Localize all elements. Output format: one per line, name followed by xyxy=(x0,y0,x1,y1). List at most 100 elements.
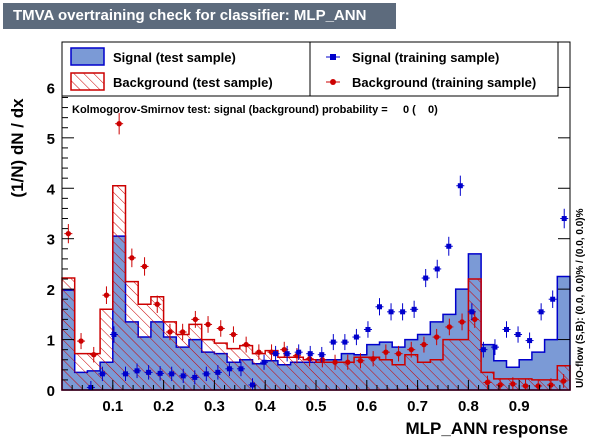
point-signal-training xyxy=(167,366,176,382)
point-background-training xyxy=(394,345,403,362)
x-tick-label: 0.5 xyxy=(306,398,327,415)
histogram-layer xyxy=(61,184,571,391)
point-background-training xyxy=(508,377,517,390)
legend-label-signal-test: Signal (test sample) xyxy=(113,50,236,65)
point-signal-training xyxy=(121,366,130,382)
point-background-training xyxy=(343,354,352,370)
y-axis-title: (1/N) dN / dx xyxy=(8,98,27,198)
point-signal-training xyxy=(548,290,557,308)
point-signal-training xyxy=(490,339,499,356)
y-tick-label: 1 xyxy=(47,333,55,350)
point-signal-training xyxy=(98,366,107,382)
legend: Signal (test sample) Background (test sa… xyxy=(61,41,559,97)
chart-title: TMVA overtraining check for classifier: … xyxy=(3,3,396,29)
point-signal-training xyxy=(456,175,465,196)
point-background-training xyxy=(381,344,390,360)
y-tick-label: 6 xyxy=(47,80,55,97)
point-background-training xyxy=(77,333,86,350)
point-signal-training xyxy=(260,354,269,370)
point-signal-training xyxy=(387,303,396,321)
point-signal-training xyxy=(236,361,245,377)
points-layer xyxy=(64,113,569,390)
point-background-training xyxy=(521,379,530,390)
point-signal-training xyxy=(329,334,338,351)
point-signal-training xyxy=(294,344,303,360)
point-signal-training xyxy=(363,321,372,338)
point-signal-training xyxy=(467,303,476,321)
point-signal-training xyxy=(225,361,234,377)
legend-right-box xyxy=(309,41,559,97)
x-axis-title: MLP_ANN response xyxy=(406,419,568,438)
x-tick-label: 0.1 xyxy=(102,398,123,415)
legend-swatch-signal-test xyxy=(70,47,105,66)
point-background-training xyxy=(356,353,365,369)
overflow-annotation: U/O-flow (S,B): (0.0, 0.0)% / (0.0, 0.0)… xyxy=(575,208,586,388)
point-background-training xyxy=(204,316,213,333)
point-background-training xyxy=(178,323,187,341)
point-signal-training xyxy=(133,363,142,379)
y-tick-label: 4 xyxy=(47,181,56,198)
point-background-training xyxy=(153,295,162,313)
point-signal-training xyxy=(502,321,511,338)
point-signal-training xyxy=(537,303,546,321)
point-signal-training xyxy=(398,303,407,321)
point-signal-training xyxy=(444,236,453,256)
x-tick-label: 0.7 xyxy=(407,398,428,415)
point-background-training xyxy=(407,341,416,358)
point-background-training xyxy=(331,354,340,370)
point-signal-training xyxy=(202,366,211,382)
point-signal-training xyxy=(525,332,534,349)
point-background-training xyxy=(559,374,568,388)
point-background-training xyxy=(165,323,174,341)
point-signal-training xyxy=(156,366,165,381)
histogram-background-test xyxy=(61,184,571,391)
y-tick-label: 3 xyxy=(47,232,55,249)
point-signal-training xyxy=(271,345,280,362)
point-background-training xyxy=(483,375,492,390)
point-signal-training xyxy=(306,345,315,362)
point-signal-training xyxy=(144,365,153,380)
point-signal-training xyxy=(109,326,118,343)
point-background-training xyxy=(445,318,454,336)
ks-test-annotation: Kolmogorov-Smirnov test: signal (backgro… xyxy=(72,104,438,116)
point-background-training xyxy=(254,344,263,360)
x-tick-label: 0.3 xyxy=(204,398,225,415)
point-background-training xyxy=(191,310,200,328)
x-tick-label: 0.6 xyxy=(356,398,377,415)
point-background-training xyxy=(127,248,136,268)
point-signal-training xyxy=(352,328,361,346)
point-background-training xyxy=(369,351,378,367)
point-signal-training xyxy=(248,378,257,390)
point-signal-training xyxy=(340,334,349,351)
legend-marker-background-training xyxy=(326,79,340,85)
y-tick-label: 5 xyxy=(47,131,55,148)
y-tick-label: 0 xyxy=(47,383,55,400)
point-signal-training xyxy=(514,326,523,343)
point-background-training xyxy=(89,346,98,363)
legend-label-signal-training: Signal (training sample) xyxy=(352,50,499,65)
point-background-training xyxy=(242,336,251,353)
point-signal-training xyxy=(560,208,569,229)
point-signal-training xyxy=(190,370,199,385)
point-background-training xyxy=(229,326,238,343)
point-signal-training xyxy=(283,345,292,362)
legend-marker-signal-training xyxy=(326,54,340,60)
point-background-training xyxy=(496,378,505,390)
x-tick-label: 0.2 xyxy=(153,398,174,415)
point-signal-training xyxy=(433,259,442,279)
point-signal-training xyxy=(421,268,430,288)
point-background-training xyxy=(432,328,441,346)
x-tick-label: 0.4 xyxy=(255,398,277,415)
x-tick-label: 0.8 xyxy=(458,398,479,415)
y-tick-label: 2 xyxy=(47,282,55,299)
point-signal-training xyxy=(479,341,488,358)
point-background-training xyxy=(216,320,225,337)
point-signal-training xyxy=(179,368,188,383)
legend-label-background-training: Background (training sample) xyxy=(352,75,536,90)
point-signal-training xyxy=(213,365,222,380)
point-background-training xyxy=(458,313,467,331)
legend-label-background-test: Background (test sample) xyxy=(113,75,273,90)
point-signal-training xyxy=(317,346,326,363)
